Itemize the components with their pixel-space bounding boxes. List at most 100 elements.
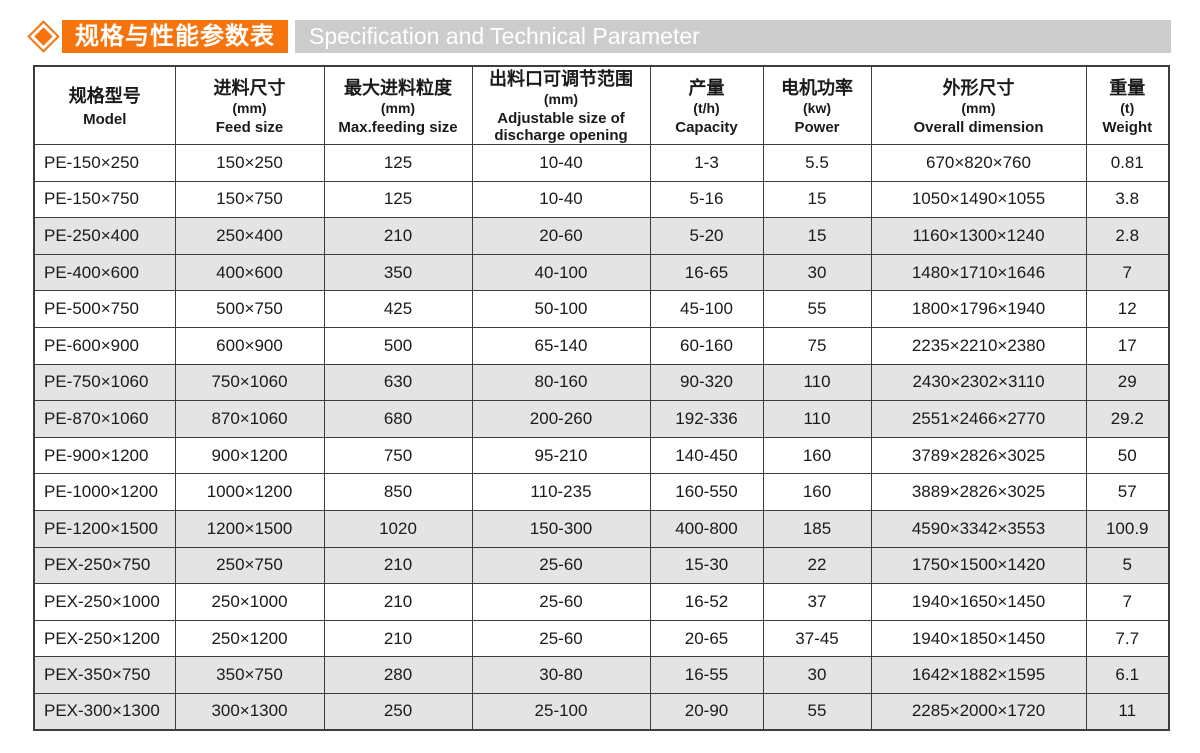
cell-power: 30	[762, 253, 872, 292]
cell-model: PE-600×900	[33, 326, 176, 365]
cell-dimension: 2285×2000×1720	[870, 692, 1087, 731]
spec-table: 规格型号 Model 进料尺寸 (mm) Feed size 最大进料粒度 (mm) Max.…	[33, 65, 1170, 731]
cell-capacity: 5-16	[649, 180, 764, 219]
column-header-capacity: 产量 (t/h) Capacity	[649, 65, 764, 145]
cell-max-feeding: 125	[323, 144, 473, 182]
cell-dimension: 3889×2826×3025	[870, 473, 1087, 511]
cell-max-feeding: 350	[323, 253, 473, 292]
cell-discharge: 25-60	[471, 583, 651, 621]
cell-dimension: 1480×1710×1646	[870, 253, 1087, 292]
cell-dimension: 4590×3342×3553	[870, 509, 1087, 548]
cell-feed-size: 900×1200	[174, 436, 325, 475]
cell-weight: 7	[1085, 583, 1170, 621]
cell-feed-size: 350×750	[174, 656, 325, 694]
cell-model: PE-870×1060	[33, 400, 176, 438]
cell-weight: 50	[1085, 436, 1170, 475]
table-row: PE-1200×1500 1200×1500 1020 150-300 400-800 1…	[33, 509, 1170, 548]
cell-feed-size: 250×400	[174, 217, 325, 255]
cell-capacity: 1-3	[649, 144, 764, 182]
cell-dimension: 1940×1850×1450	[870, 619, 1087, 658]
cell-capacity: 45-100	[649, 290, 764, 328]
cell-power: 15	[762, 217, 872, 255]
cell-power: 37-45	[762, 619, 872, 658]
cell-weight: 7	[1085, 253, 1170, 292]
cell-feed-size: 150×750	[174, 180, 325, 219]
cell-feed-size: 500×750	[174, 290, 325, 328]
cell-weight: 12	[1085, 290, 1170, 328]
column-header-discharge-cn: 出料口可调节范围	[489, 69, 633, 89]
cell-max-feeding: 500	[323, 326, 473, 365]
cell-model: PE-750×1060	[33, 363, 176, 402]
cell-feed-size: 300×1300	[174, 692, 325, 731]
cell-dimension: 2430×2302×3110	[870, 363, 1087, 402]
cell-discharge: 40-100	[471, 253, 651, 292]
cell-discharge: 150-300	[471, 509, 651, 548]
column-header-dimension-cn: 外形尺寸	[942, 77, 1015, 98]
column-header-discharge: 出料口可调节范围 (mm) Adjustable size of discharge…	[471, 65, 651, 145]
cell-discharge: 65-140	[471, 326, 651, 365]
cell-discharge: 20-60	[471, 217, 651, 255]
cell-discharge: 25-60	[471, 546, 651, 585]
column-header-power-unit: (kw)	[803, 99, 831, 116]
cell-discharge: 30-80	[471, 656, 651, 694]
cell-max-feeding: 125	[323, 180, 473, 219]
table-row: PE-600×900 600×900 500 65-140 60-160 75 2235×2…	[33, 326, 1170, 365]
cell-dimension: 1642×1882×1595	[870, 656, 1087, 694]
diamond-icon	[26, 20, 62, 53]
cell-weight: 17	[1085, 326, 1170, 365]
column-header-power: 电机功率 (kw) Power	[762, 65, 872, 145]
cell-feed-size: 250×750	[174, 546, 325, 585]
column-header-weight-cn: 重量	[1109, 77, 1146, 98]
cell-weight: 3.8	[1085, 180, 1170, 219]
column-header-discharge-unit: (mm)	[543, 91, 579, 107]
table-row: PE-400×600 400×600 350 40-100 16-65 30 1480×17…	[33, 253, 1170, 292]
cell-model: PEX-300×1300	[33, 692, 176, 731]
column-header-dimension-unit: (mm)	[961, 99, 996, 116]
cell-max-feeding: 680	[323, 400, 473, 438]
cell-max-feeding: 630	[323, 363, 473, 402]
column-header-max-feeding-unit: (mm)	[380, 99, 416, 116]
cell-capacity: 15-30	[649, 546, 764, 585]
cell-dimension: 2551×2466×2770	[870, 400, 1087, 438]
cell-feed-size: 1200×1500	[174, 509, 325, 548]
column-header-max-feeding-en: Max.feeding size	[338, 118, 458, 136]
cell-discharge: 25-100	[471, 692, 651, 731]
cell-model: PEX-250×750	[33, 546, 176, 585]
column-header-power-en: Power	[794, 118, 840, 136]
column-header-capacity-unit: (t/h)	[693, 99, 720, 116]
cell-power: 55	[762, 692, 872, 731]
column-header-dimension: 外形尺寸 (mm) Overall dimension	[870, 65, 1087, 145]
cell-capacity: 192-336	[649, 400, 764, 438]
cell-max-feeding: 750	[323, 436, 473, 475]
cell-capacity: 20-90	[649, 692, 764, 731]
cell-capacity: 90-320	[649, 363, 764, 402]
cell-power: 37	[762, 583, 872, 621]
cell-power: 15	[762, 180, 872, 219]
cell-dimension: 3789×2826×3025	[870, 436, 1087, 475]
cell-dimension: 2235×2210×2380	[870, 326, 1087, 365]
cell-max-feeding: 210	[323, 546, 473, 585]
cell-discharge: 10-40	[471, 144, 651, 182]
cell-discharge: 50-100	[471, 290, 651, 328]
table-row: PEX-250×1200 250×1200 210 25-60 20-65 37-45 19…	[33, 619, 1170, 658]
header-row: 规格型号 Model 进料尺寸 (mm) Feed size 最大进料粒度 (mm) Max.…	[33, 65, 1170, 145]
table-row: PEX-300×1300 300×1300 250 25-100 20-90 55 2285…	[33, 692, 1170, 731]
cell-power: 160	[762, 436, 872, 475]
cell-capacity: 5-20	[649, 217, 764, 255]
column-header-dimension-en: Overall dimension	[913, 118, 1044, 136]
cell-max-feeding: 210	[323, 619, 473, 658]
column-header-feed-size-cn: 进料尺寸	[213, 77, 286, 98]
cell-model: PE-150×250	[33, 144, 176, 182]
column-header-model-cn: 规格型号	[68, 85, 141, 106]
cell-feed-size: 400×600	[174, 253, 325, 292]
table-row: PE-150×250 150×250 125 10-40 1-3 5.5 670×820×7…	[33, 144, 1170, 182]
cell-weight: 100.9	[1085, 509, 1170, 548]
cell-max-feeding: 425	[323, 290, 473, 328]
cell-max-feeding: 280	[323, 656, 473, 694]
cell-capacity: 140-450	[649, 436, 764, 475]
cell-dimension: 1940×1650×1450	[870, 583, 1087, 621]
table-row: PE-150×750 150×750 125 10-40 5-16 15 1050×1490…	[33, 180, 1170, 219]
cell-discharge: 200-260	[471, 400, 651, 438]
cell-power: 55	[762, 290, 872, 328]
